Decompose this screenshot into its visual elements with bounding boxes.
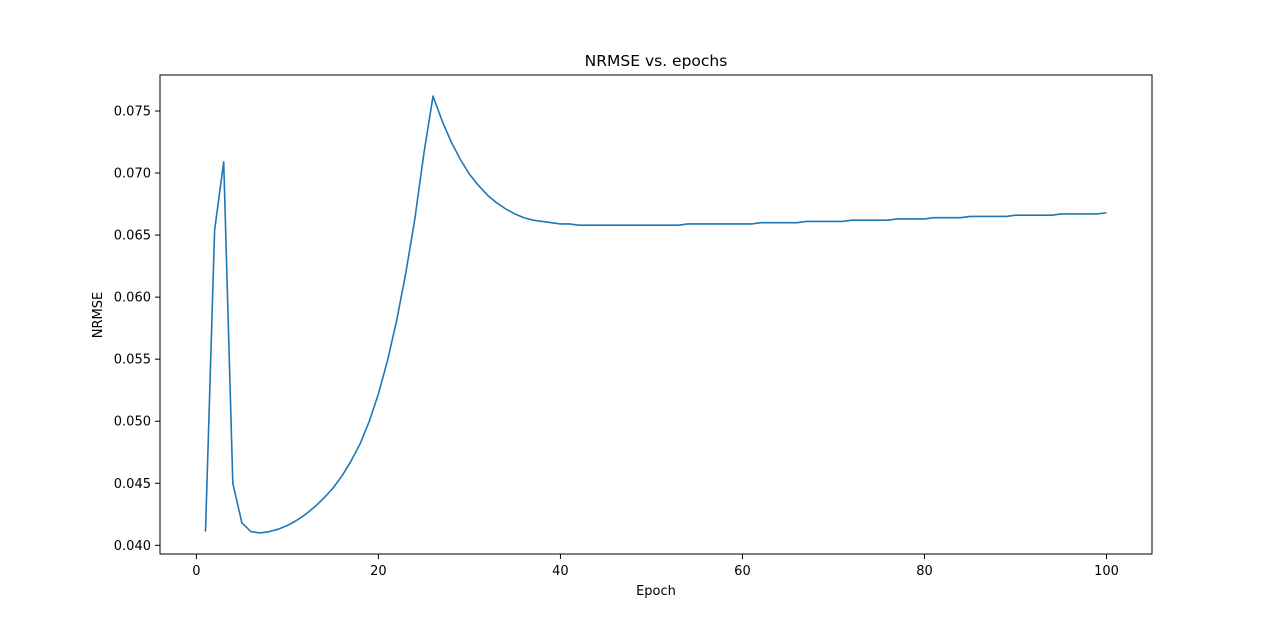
x-tick-label: 40: [552, 564, 569, 579]
x-tick-label: 100: [1094, 564, 1119, 579]
x-tick-label: 60: [734, 564, 751, 579]
y-tick-label: 0.070: [114, 167, 151, 182]
y-tick-label: 0.040: [114, 539, 151, 554]
series-line: [204, 95, 1107, 534]
x-tick-label: 80: [916, 564, 933, 579]
x-axis-label: Epoch: [636, 584, 676, 599]
axis-ticks: 0 20 40 60 80 100 0.040 0.045 0.050 0.055 0.060 0.0…: [114, 104, 1119, 579]
y-tick-label: 0.060: [114, 291, 151, 306]
y-axis-label: NRMSE: [91, 292, 106, 338]
x-tick-label: 0: [192, 564, 200, 579]
chart-title: NRMSE vs. epochs: [585, 52, 728, 70]
plot-data: [204, 95, 1107, 534]
y-tick-label: 0.065: [114, 229, 151, 244]
y-tick-label: 0.050: [114, 415, 151, 430]
y-tick-label: 0.075: [114, 104, 151, 119]
y-tick-label: 0.055: [114, 353, 151, 368]
plot-frame: [159, 74, 1153, 555]
x-tick-label: 20: [370, 564, 387, 579]
y-tick-label: 0.045: [114, 477, 151, 492]
